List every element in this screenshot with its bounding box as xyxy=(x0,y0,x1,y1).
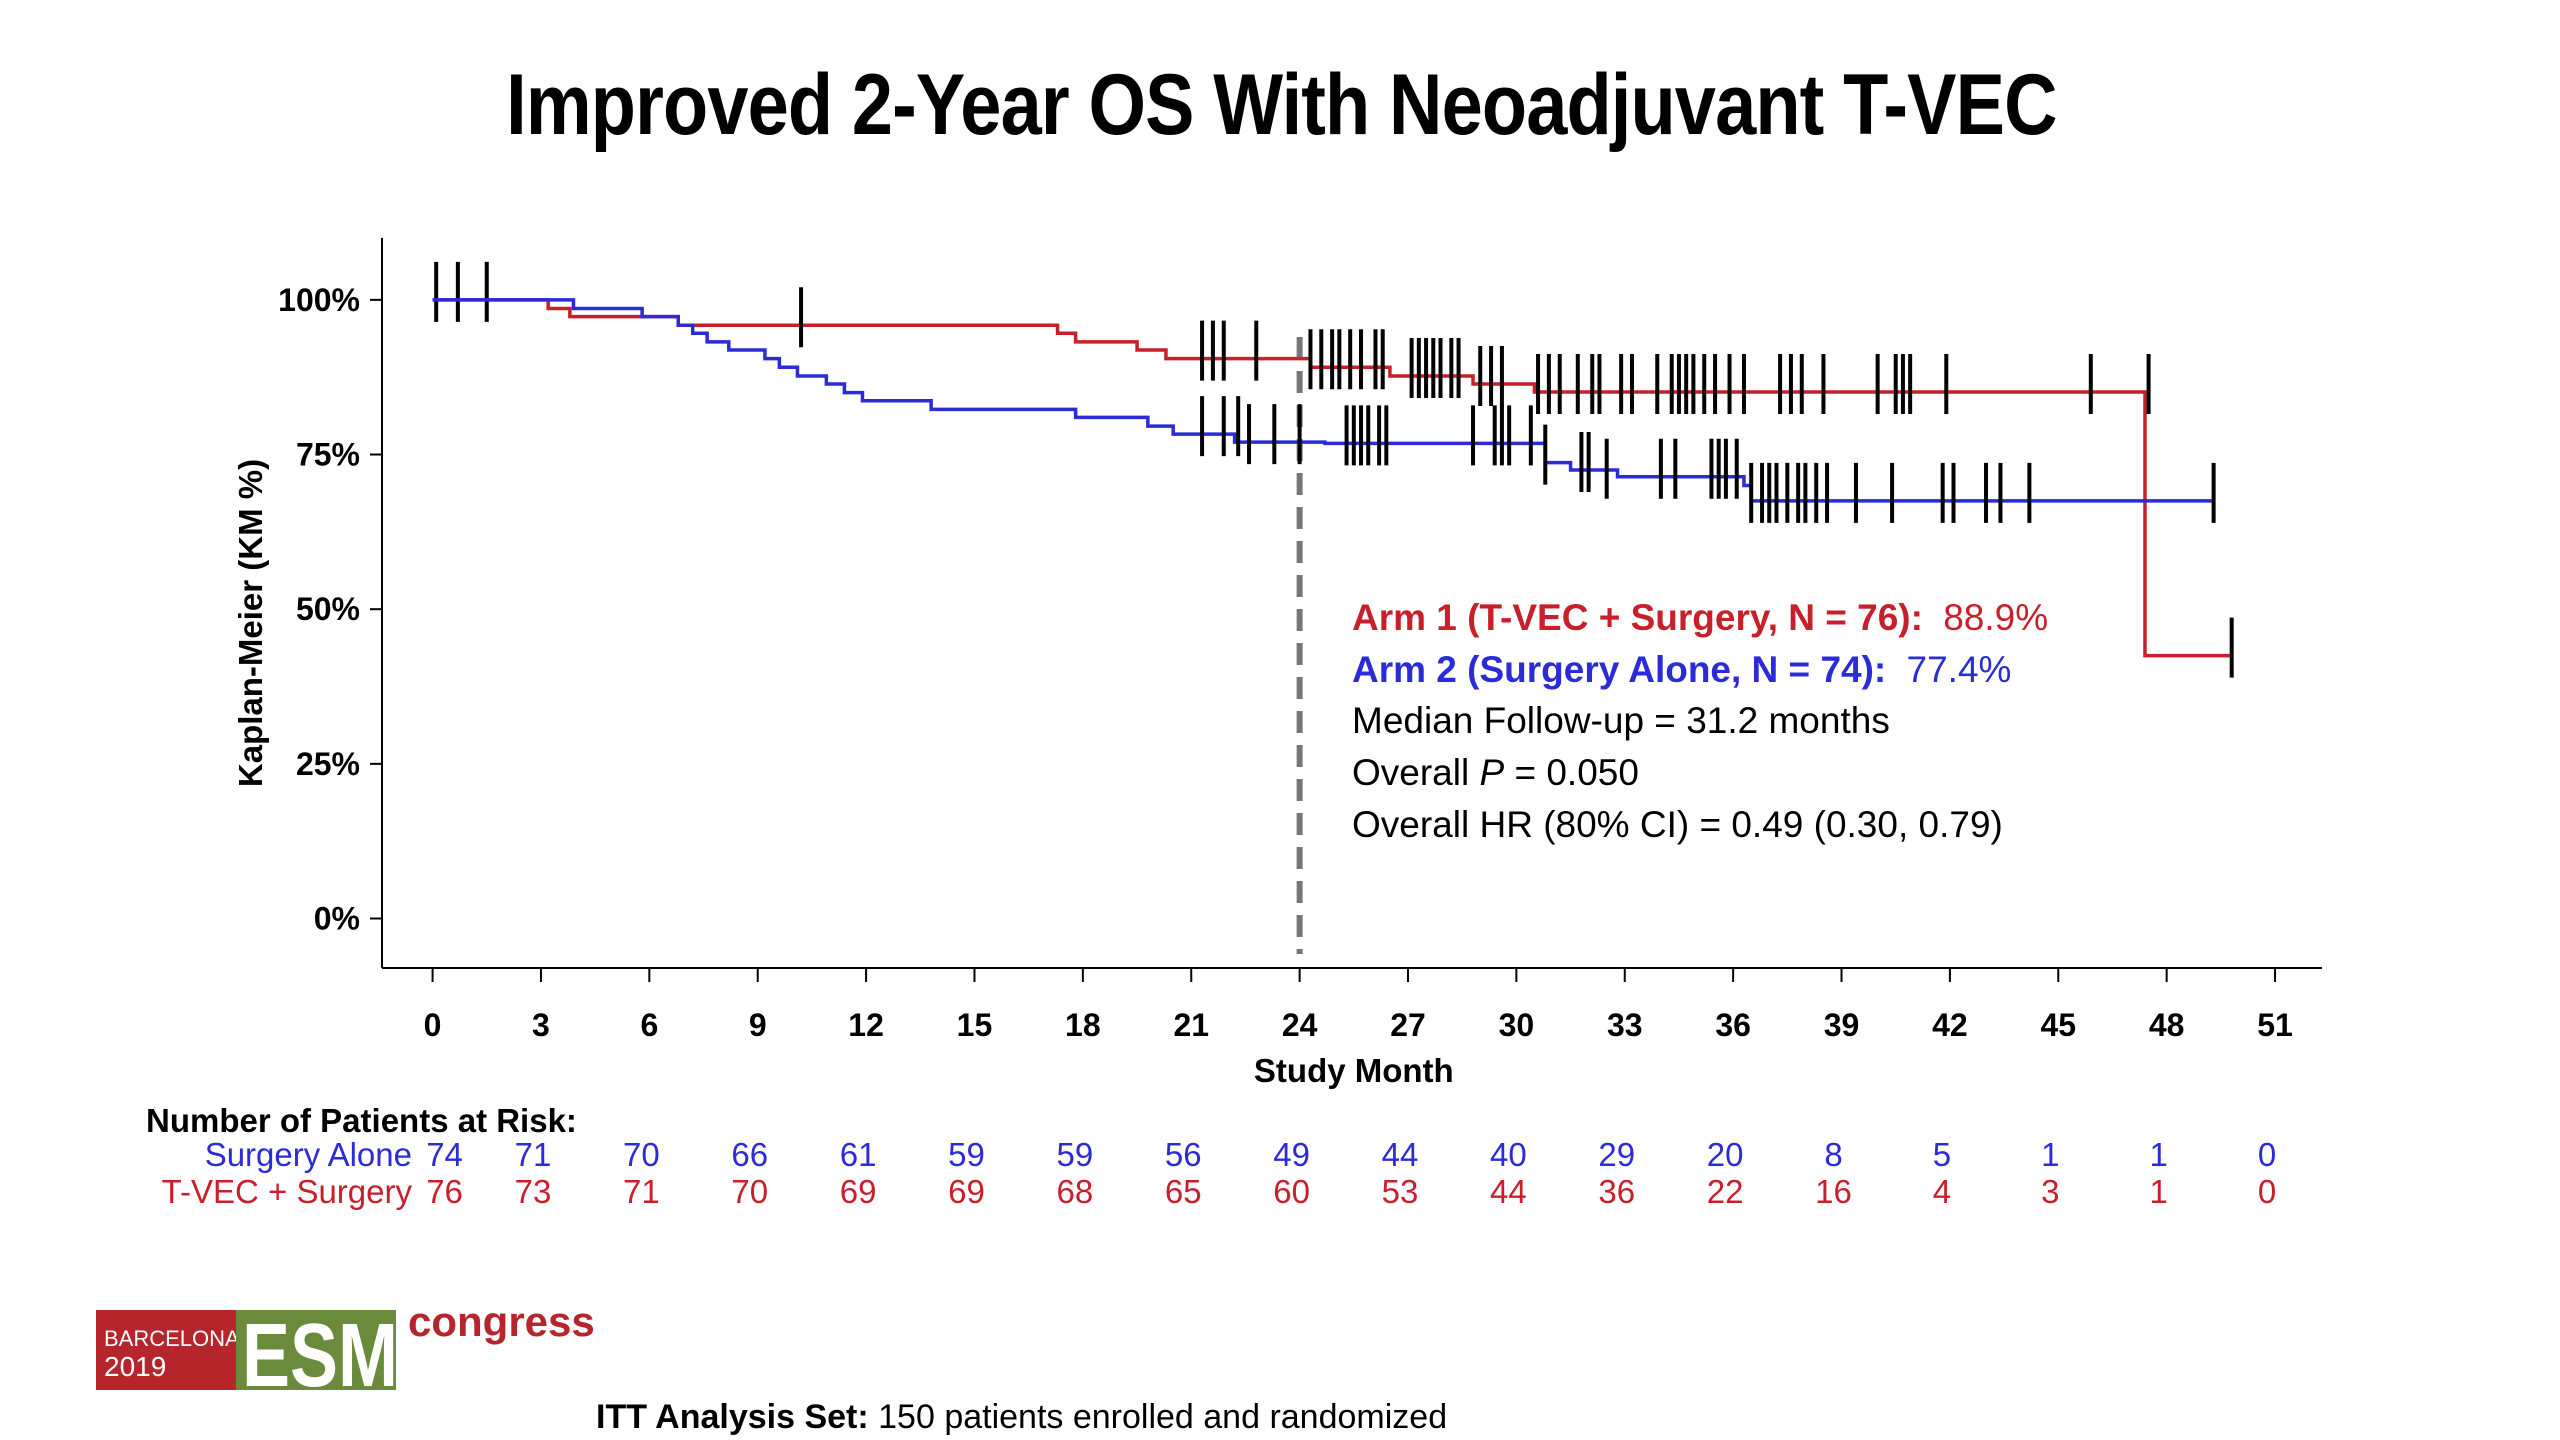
series-surgery-alone xyxy=(432,298,2216,523)
x-tick-label: 36 xyxy=(1715,1007,1751,1043)
logo-suffix: congress xyxy=(408,1298,595,1345)
x-tick-label: 42 xyxy=(1932,1007,1968,1043)
at-risk-row-label: Surgery Alone xyxy=(205,1136,412,1173)
at-risk-value: 66 xyxy=(731,1136,768,1173)
at-risk-value: 76 xyxy=(426,1173,463,1210)
at-risk-value: 69 xyxy=(840,1173,877,1210)
y-tick-label: 25% xyxy=(296,746,360,782)
at-risk-value: 69 xyxy=(948,1173,985,1210)
at-risk-value: 22 xyxy=(1707,1173,1744,1210)
at-risk-value: 0 xyxy=(2258,1136,2276,1173)
chart-axes: 0%25%50%75%100%0 3 6 9 12 15 18 21 24 27 30 33 36 39 4… xyxy=(232,238,2322,1089)
footnote-text: 150 patients enrolled and randomized xyxy=(868,1398,1448,1436)
y-tick-label: 50% xyxy=(296,591,360,627)
logo-year: 2019 xyxy=(104,1351,166,1382)
x-tick-label: 3 xyxy=(532,1007,550,1043)
x-tick-label: 21 xyxy=(1173,1007,1209,1043)
at-risk-value: 59 xyxy=(1056,1136,1093,1173)
x-tick-label: 0 xyxy=(424,1007,442,1043)
arm1-annotation: Arm 1 (T-VEC + Surgery, N = 76): 88.9% xyxy=(1352,597,2048,638)
at-risk-value: 36 xyxy=(1598,1173,1635,1210)
esmo-congress-logo: BARCELONA 2019 ESMO congress xyxy=(96,1298,595,1390)
at-risk-value: 1 xyxy=(2041,1136,2059,1173)
y-axis-title: Kaplan-Meier (KM %) xyxy=(232,459,269,787)
arm1-value: 88.9% xyxy=(1943,597,2048,638)
series-group xyxy=(432,261,2234,678)
y-tick-label: 0% xyxy=(314,901,360,937)
at-risk-value: 40 xyxy=(1490,1136,1527,1173)
x-tick-label: 27 xyxy=(1390,1007,1426,1043)
y-tick-label: 100% xyxy=(278,282,360,318)
x-tick-label: 15 xyxy=(957,1007,993,1043)
at-risk-value: 59 xyxy=(948,1136,985,1173)
x-tick-label: 48 xyxy=(2149,1007,2185,1043)
at-risk-row-label: T-VEC + Surgery xyxy=(162,1173,413,1210)
overall-p: Overall P = 0.050 xyxy=(1352,752,1639,793)
x-tick-label: 51 xyxy=(2257,1007,2293,1043)
survival-curve xyxy=(432,298,2232,658)
x-tick-label: 45 xyxy=(2040,1007,2076,1043)
x-tick-label: 39 xyxy=(1824,1007,1860,1043)
at-risk-value: 70 xyxy=(623,1136,660,1173)
overall-p-prefix: Overall xyxy=(1352,752,1479,793)
at-risk-value: 68 xyxy=(1056,1173,1093,1210)
series-t-vec-surgery xyxy=(432,261,2234,678)
x-tick-label: 12 xyxy=(848,1007,884,1043)
at-risk-value: 60 xyxy=(1273,1173,1310,1210)
overall-p-suffix: = 0.050 xyxy=(1504,752,1639,793)
x-tick-label: 30 xyxy=(1499,1007,1535,1043)
arm2-label: Arm 2 (Surgery Alone, N = 74): xyxy=(1352,649,1886,690)
overall-p-italic: P xyxy=(1479,752,1504,793)
median-followup: Median Follow-up = 31.2 months xyxy=(1352,700,1890,741)
logo-green-block xyxy=(236,1310,396,1390)
at-risk-value: 71 xyxy=(515,1136,552,1173)
at-risk-value: 16 xyxy=(1815,1173,1852,1210)
at-risk-value: 1 xyxy=(2149,1173,2167,1210)
at-risk-value: 61 xyxy=(840,1136,877,1173)
logo-brand: ESMO xyxy=(242,1306,454,1390)
at-risk-value: 73 xyxy=(515,1173,552,1210)
arm2-value: 77.4% xyxy=(1907,649,2012,690)
overall-hr: Overall HR (80% CI) = 0.49 (0.30, 0.79) xyxy=(1352,804,2003,845)
x-tick-label: 18 xyxy=(1065,1007,1101,1043)
at-risk-value: 3 xyxy=(2041,1173,2059,1210)
annotation-box: Arm 1 (T-VEC + Surgery, N = 76): 88.9% A… xyxy=(1352,597,2048,845)
at-risk-value: 4 xyxy=(1933,1173,1951,1210)
footnote-bold: ITT Analysis Set: xyxy=(596,1398,869,1436)
logo-city: BARCELONA xyxy=(104,1326,240,1351)
at-risk-value: 56 xyxy=(1165,1136,1202,1173)
x-tick-label: 33 xyxy=(1607,1007,1643,1043)
at-risk-value: 1 xyxy=(2149,1136,2167,1173)
at-risk-value: 65 xyxy=(1165,1173,1202,1210)
at-risk-value: 70 xyxy=(731,1173,768,1210)
at-risk-value: 49 xyxy=(1273,1136,1310,1173)
at-risk-value: 29 xyxy=(1598,1136,1635,1173)
arm2-annotation: Arm 2 (Surgery Alone, N = 74): 77.4% xyxy=(1352,649,2011,690)
at-risk-value: 71 xyxy=(623,1173,660,1210)
at-risk-value: 53 xyxy=(1382,1173,1419,1210)
at-risk-heading: Number of Patients at Risk: xyxy=(146,1102,577,1139)
survival-curve xyxy=(432,298,2214,503)
at-risk-value: 0 xyxy=(2258,1173,2276,1210)
at-risk-value: 5 xyxy=(1933,1136,1951,1173)
at-risk-value: 74 xyxy=(426,1136,463,1173)
footnote: ITT Analysis Set: 150 patients enrolled … xyxy=(596,1398,1447,1437)
at-risk-value: 8 xyxy=(1824,1136,1842,1173)
at-risk-table: Number of Patients at Risk: Surgery Alon… xyxy=(146,1102,2276,1210)
at-risk-value: 20 xyxy=(1707,1136,1744,1173)
logo-red-block xyxy=(96,1310,236,1390)
x-tick-label: 6 xyxy=(640,1007,658,1043)
x-axis-title: Study Month xyxy=(1254,1052,1454,1089)
at-risk-value: 44 xyxy=(1490,1173,1527,1210)
arm1-label: Arm 1 (T-VEC + Surgery, N = 76): xyxy=(1352,597,1923,638)
page-title: Improved 2-Year OS With Neoadjuvant T-VE… xyxy=(506,57,2057,153)
x-tick-label: 9 xyxy=(749,1007,767,1043)
y-tick-label: 75% xyxy=(296,437,360,473)
x-tick-label: 24 xyxy=(1282,1007,1318,1043)
at-risk-value: 44 xyxy=(1382,1136,1419,1173)
